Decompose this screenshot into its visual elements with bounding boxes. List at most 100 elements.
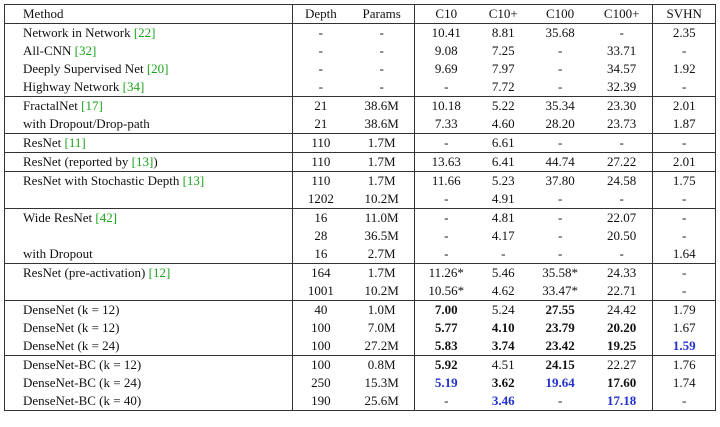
value-cell: 100 — [311, 338, 331, 353]
value-cell: 4.91 — [491, 191, 515, 206]
value-cell: 27.2M — [348, 337, 416, 356]
method-suffix: ) — [153, 154, 158, 169]
value-cell: 35.68 — [545, 25, 575, 40]
value-cell: 250 — [311, 375, 331, 390]
value-cell: - — [444, 210, 449, 225]
table-row: DenseNet (k = 24) 100 27.2M 5.83 3.74 23.42 19… — [4, 337, 716, 356]
value-cell: 40 — [314, 302, 328, 317]
value-cell: - — [590, 190, 654, 209]
column-header: C10 — [414, 4, 478, 24]
method-cell: DenseNet-BC (k = 12) — [4, 355, 293, 374]
column-header: C100 — [529, 4, 591, 24]
value-cell: - — [557, 43, 563, 58]
value-cell: 6.61 — [491, 135, 515, 150]
value-cell: - — [444, 393, 449, 408]
value-cell: - — [557, 61, 563, 76]
method-name: ResNet — [23, 135, 62, 150]
method-cell: DenseNet (k = 12) — [4, 319, 293, 337]
value-cell: 23.42 — [529, 337, 591, 356]
value: 24.15 — [545, 357, 575, 372]
table-row: with Dropout/Drop-path 21 38.6M 7.33 4.60 28.… — [4, 115, 716, 134]
value-cell: - — [590, 23, 654, 42]
value-cell: 33.47* — [542, 283, 578, 298]
value-cell: 7.97 — [491, 61, 515, 76]
citation: [11] — [64, 135, 86, 150]
citation: [22] — [133, 25, 156, 40]
value-cell: 3.62 — [477, 374, 529, 392]
method-name: DenseNet (k = 12) — [23, 320, 120, 335]
method-name: DenseNet-BC (k = 40) — [23, 393, 142, 408]
value: 7.00 — [434, 302, 458, 317]
method-cell: ResNet [11] — [4, 133, 293, 153]
method-name: ResNet (reported by — [23, 154, 129, 169]
value: 20.20 — [607, 320, 637, 335]
value-cell: - — [318, 25, 323, 40]
value-cell: 10.18 — [431, 98, 461, 113]
value-cell: - — [501, 246, 506, 261]
value-cell: 13.63 — [431, 154, 461, 169]
method-name: Network in Network — [23, 25, 131, 40]
row-group: DenseNet-BC (k = 12) 100 0.8M 5.92 4.51 24.15… — [4, 355, 716, 411]
value-cell: 24.15 — [529, 356, 591, 375]
value-cell: 22.27 — [590, 355, 654, 374]
value-cell: - — [318, 79, 323, 94]
table-row: ResNet (pre-activation) [12] 164 1.7M 11.26… — [4, 263, 716, 282]
table-row: ResNet [11] 110 1.7M - 6.61 - - - — [4, 133, 716, 153]
value-cell: 6.41 — [491, 154, 515, 169]
value-cell: 24.33 — [590, 263, 654, 282]
method-cell: ResNet (reported by [13]) — [4, 152, 293, 172]
value: 17.18 — [607, 393, 637, 408]
value-cell: 4.60 — [491, 116, 515, 131]
table-row: DenseNet (k = 12) 100 7.0M 5.77 4.10 23.79 20.… — [4, 319, 716, 337]
citation: [12] — [148, 265, 171, 280]
value-cell: 17.60 — [590, 374, 654, 392]
value-cell: 164 — [311, 265, 331, 280]
value-cell: 24.58 — [590, 171, 654, 190]
value-cell: - — [682, 210, 687, 225]
value-cell: 38.6M — [348, 115, 416, 134]
column-header: Method — [4, 4, 293, 24]
citation: [13] — [182, 173, 205, 188]
value-cell: 10.2M — [348, 190, 416, 209]
value-cell: 9.08 — [434, 43, 458, 58]
value-cell: 100 — [311, 320, 331, 335]
value-cell: 25.6M — [348, 392, 416, 411]
value-cell: 27.55 — [529, 301, 591, 320]
table-row: 28 36.5M - 4.17 - 20.50 - — [4, 227, 716, 245]
value-cell: 8.81 — [491, 25, 515, 40]
value-cell: 7.00 — [415, 301, 477, 320]
value-cell: 7.25 — [491, 43, 515, 58]
value-cell: - — [557, 210, 563, 225]
value-cell: 1.67 — [672, 320, 696, 335]
value-cell: 21 — [314, 98, 328, 113]
value-cell: 21 — [314, 116, 328, 131]
value-cell: 24.42 — [590, 300, 654, 319]
table-row: Deeply Supervised Net [20] - - 9.69 7.97 - 34.… — [4, 60, 716, 78]
method-name: ResNet with Stochastic Depth — [23, 173, 180, 188]
value-cell: 22.71 — [590, 282, 654, 301]
value-cell: 23.73 — [590, 115, 654, 134]
value-cell: 34.57 — [590, 60, 654, 78]
value-cell: 1.7M — [348, 152, 416, 172]
value-cell: - — [682, 79, 687, 94]
value: 5.77 — [434, 320, 458, 335]
method-name: with Dropout — [23, 246, 93, 261]
table-row: ResNet with Stochastic Depth [13] 110 1.7M… — [4, 171, 716, 190]
value-cell: 10.41 — [431, 25, 461, 40]
method-cell: Wide ResNet [42] — [4, 208, 293, 227]
method-cell: Deeply Supervised Net [20] — [4, 60, 293, 78]
method-cell: Highway Network [34] — [4, 78, 293, 97]
column-header: C100+ — [590, 4, 654, 24]
value-cell: 110 — [311, 135, 331, 150]
method-name: DenseNet-BC (k = 24) — [23, 375, 142, 390]
value-cell: - — [682, 283, 687, 298]
method-cell: DenseNet (k = 24) — [4, 337, 293, 356]
value: 19.64 — [545, 375, 575, 390]
value-cell: 1.92 — [672, 61, 696, 76]
value-cell: 4.51 — [491, 357, 515, 372]
value-cell: 110 — [311, 154, 331, 169]
table-row: DenseNet-BC (k = 24) 250 15.3M 5.19 3.62 19.6… — [4, 374, 716, 392]
table-row: FractalNet [17] 21 38.6M 10.18 5.22 35.34 23.3… — [4, 96, 716, 115]
value: 3.62 — [491, 375, 515, 390]
value-cell: 190 — [311, 393, 331, 408]
